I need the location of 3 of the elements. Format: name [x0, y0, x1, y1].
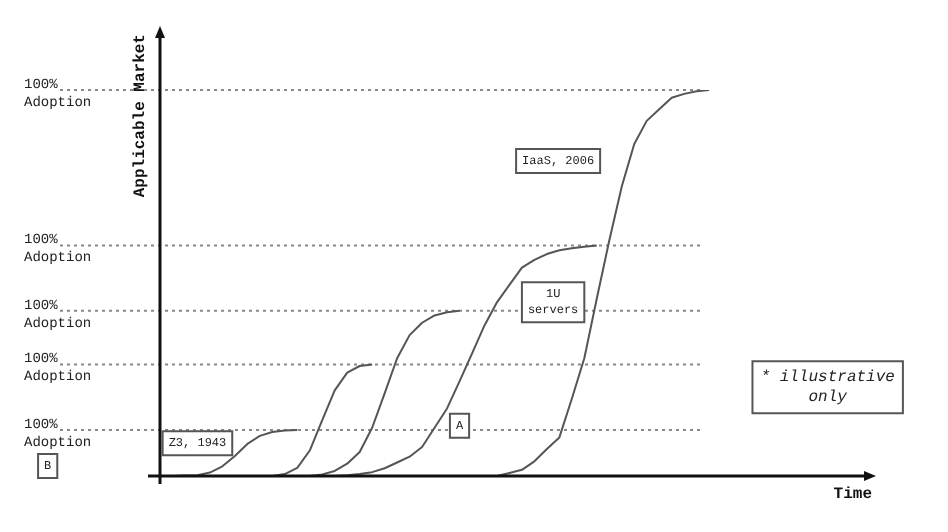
y-axis-title: Applicable Market: [132, 33, 151, 198]
x-axis-title: Time: [833, 486, 873, 505]
annotation: * illustrative only: [760, 369, 896, 408]
